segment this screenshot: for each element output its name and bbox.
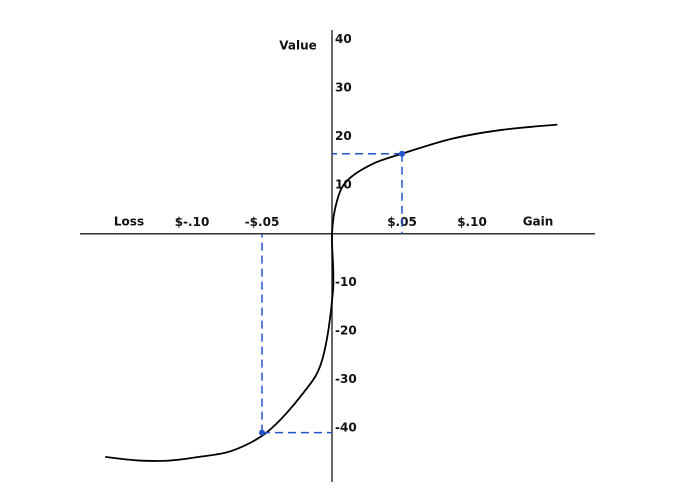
y-axis-label: Value xyxy=(279,39,317,53)
x-tick-label: $-.10 xyxy=(175,215,210,229)
x-tick-label: $.10 xyxy=(457,215,487,229)
highlight-point xyxy=(259,429,265,436)
y-tick-label: -10 xyxy=(335,275,357,289)
highlight-point xyxy=(399,150,405,157)
y-tick-label: -20 xyxy=(335,323,357,337)
y-tick-label: 20 xyxy=(335,129,352,143)
y-tick-label: -30 xyxy=(335,372,357,386)
loss-label: Loss xyxy=(114,215,144,229)
y-tick-label: 30 xyxy=(335,81,352,95)
y-tick-label: -40 xyxy=(335,420,357,434)
y-tick-label: 40 xyxy=(335,32,352,46)
gain-label: Gain xyxy=(523,215,554,229)
value-curve xyxy=(105,123,558,462)
x-tick-label: -$.05 xyxy=(245,215,280,229)
